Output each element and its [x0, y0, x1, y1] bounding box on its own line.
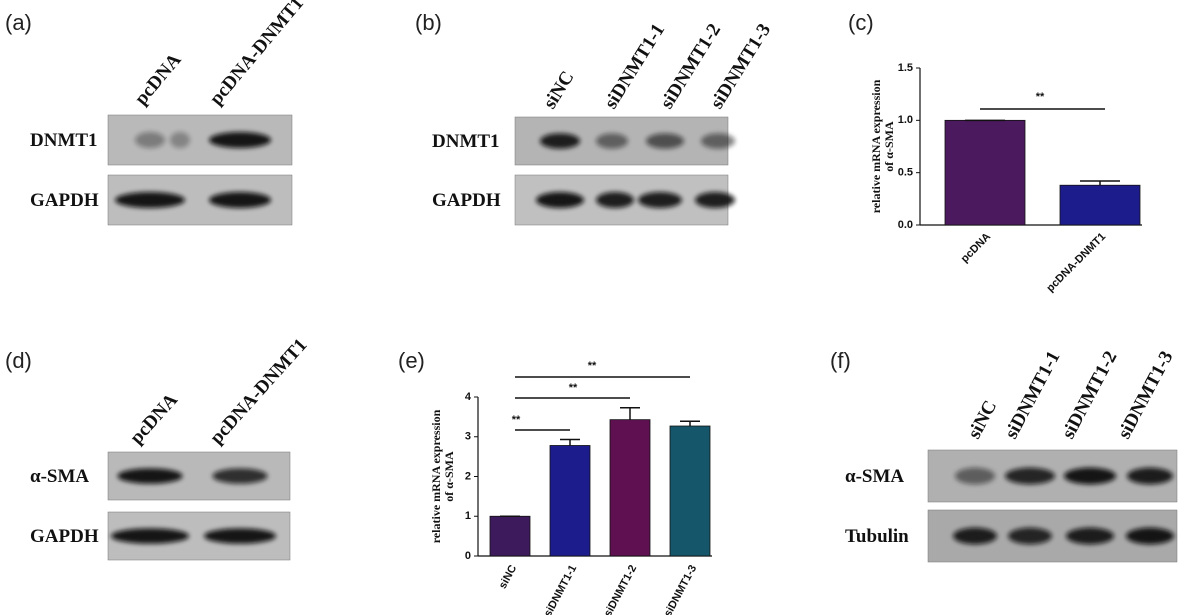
- y-axis-label: relative mRNA expression: [869, 79, 883, 213]
- band: [209, 132, 271, 148]
- row-label: GAPDH: [30, 526, 99, 547]
- y-tick-label: 3: [465, 431, 471, 443]
- row-label: α-SMA: [845, 466, 904, 487]
- x-tick-label: siDNMT1-3: [662, 563, 699, 615]
- significance-label: **: [512, 414, 521, 426]
- y-axis-label: of α-SMA: [442, 451, 456, 502]
- lane-label: siDNMT1-3: [1114, 348, 1178, 443]
- y-tick-label: 4: [465, 391, 472, 403]
- band: [209, 192, 271, 208]
- band: [536, 192, 584, 208]
- band: [1008, 527, 1052, 545]
- y-axis-label: relative mRNA expression: [429, 409, 443, 543]
- band: [135, 132, 165, 148]
- row-label: α-SMA: [30, 466, 89, 487]
- band: [1005, 467, 1055, 485]
- band: [1126, 527, 1174, 545]
- lane-label: siDNMT1-1: [1001, 348, 1065, 443]
- lane-label: pcDNA: [131, 49, 186, 109]
- error-bar: [1080, 180, 1120, 186]
- y-tick-label: 1: [465, 510, 471, 522]
- error-bar: [680, 420, 700, 427]
- band: [212, 468, 268, 484]
- y-tick-label: 1.0: [898, 114, 913, 126]
- lane-label: pcDNA-DNMT1: [206, 335, 311, 449]
- lane-label: siNC: [964, 397, 1001, 442]
- error-bar: [560, 438, 580, 446]
- band: [953, 527, 997, 545]
- x-tick-label: pcDNA-DNMT1: [1044, 231, 1108, 295]
- lane-label: siDNMT1-2: [1058, 348, 1122, 443]
- bar: [944, 119, 1026, 226]
- band: [111, 528, 189, 544]
- y-tick-label: 0.0: [898, 219, 913, 231]
- band: [540, 133, 580, 149]
- row-label: DNMT1: [30, 130, 98, 151]
- lane-label: siNC: [539, 67, 578, 112]
- panel-label: (f): [830, 348, 851, 373]
- x-tick-label: siDNMT1-2: [602, 563, 639, 615]
- bar: [1059, 184, 1141, 226]
- row-label: GAPDH: [30, 190, 99, 211]
- panel-label: (d): [5, 348, 32, 373]
- panel-label: (e): [398, 348, 425, 373]
- y-tick-label: 2: [465, 470, 471, 482]
- band: [638, 192, 682, 208]
- lane-label: pcDNA-DNMT1: [206, 0, 308, 109]
- significance-label: **: [569, 382, 578, 394]
- x-tick-label: siDNMT1-1: [542, 563, 579, 615]
- band: [1066, 527, 1114, 545]
- row-label: GAPDH: [432, 190, 501, 211]
- bar: [609, 419, 651, 557]
- y-tick-label: 1.5: [898, 62, 913, 74]
- band: [596, 133, 628, 149]
- panel-label: (a): [5, 10, 32, 35]
- y-axis-label: of α-SMA: [882, 121, 896, 172]
- bar: [669, 425, 711, 557]
- x-tick-label: siNC: [497, 563, 519, 591]
- bar: [489, 515, 531, 557]
- band: [701, 133, 735, 149]
- y-tick-label: 0: [465, 550, 471, 562]
- y-tick-label: 0.5: [898, 167, 913, 179]
- significance-label: **: [1036, 91, 1045, 103]
- panel-label: (b): [415, 10, 442, 35]
- panel-label: (c): [848, 10, 874, 35]
- significance-label: **: [588, 360, 597, 372]
- band: [596, 192, 634, 208]
- band: [117, 468, 183, 484]
- band: [170, 132, 190, 148]
- band: [955, 467, 995, 485]
- error-bar: [620, 406, 640, 420]
- row-label: DNMT1: [432, 131, 500, 152]
- lane-label: pcDNA: [126, 389, 182, 448]
- x-tick-label: pcDNA: [959, 231, 993, 265]
- band: [204, 528, 276, 544]
- row-label: Tubulin: [845, 526, 909, 547]
- band: [115, 192, 185, 208]
- band: [646, 133, 684, 149]
- band: [1064, 467, 1116, 485]
- bar: [549, 445, 591, 557]
- band: [1127, 467, 1173, 485]
- band: [695, 192, 735, 208]
